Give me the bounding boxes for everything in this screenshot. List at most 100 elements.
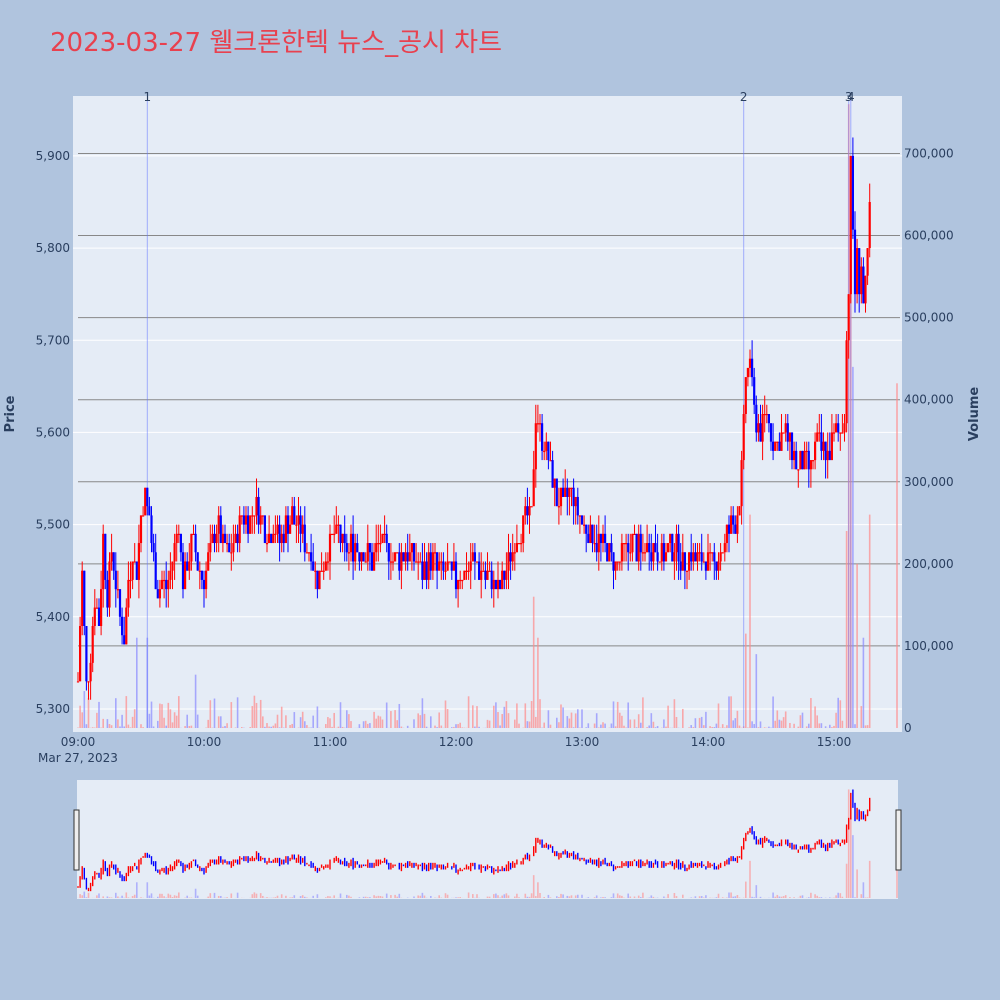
candle-body xyxy=(259,515,262,525)
volume-bar xyxy=(339,702,342,728)
candle-body xyxy=(343,533,346,544)
volume-bar xyxy=(131,716,134,728)
mini-volume-bar xyxy=(327,896,329,898)
mini-volume-bar xyxy=(856,869,858,898)
price-gridlines xyxy=(73,155,902,710)
volume-bar xyxy=(110,725,113,728)
candle-body xyxy=(295,524,298,526)
candle-body xyxy=(694,552,697,562)
volume-bar xyxy=(390,711,392,728)
volume-bar xyxy=(161,704,163,728)
candle-body xyxy=(515,543,518,553)
mini-volume-bar xyxy=(306,897,308,898)
volume-bar xyxy=(196,714,199,728)
volume-bar xyxy=(673,699,676,728)
candle-body xyxy=(618,561,621,563)
candle-body xyxy=(692,552,695,562)
candle-body xyxy=(864,275,867,304)
candle-body xyxy=(702,561,705,563)
volume-bar xyxy=(623,725,625,728)
candle-body xyxy=(473,552,476,562)
candle-body xyxy=(240,515,243,517)
candle-body xyxy=(375,543,378,553)
mini-volume-bar xyxy=(289,897,291,898)
candle-body xyxy=(270,533,273,544)
candle-body xyxy=(793,450,796,461)
mini-volume-bar xyxy=(259,893,262,898)
range-slider-right-handle[interactable] xyxy=(895,809,902,871)
mini-volume-bar xyxy=(839,893,842,898)
mini-volume-bar xyxy=(329,896,331,898)
volume-bar xyxy=(85,724,88,728)
mini-volume-bar xyxy=(850,818,852,898)
candle-body xyxy=(811,460,815,462)
volume-bar xyxy=(837,697,839,728)
candle-body xyxy=(564,487,567,497)
volume-bar xyxy=(419,715,422,728)
mini-volume-bar xyxy=(547,894,550,898)
candle-body xyxy=(818,432,821,434)
volume-bar xyxy=(530,701,533,728)
volume-bar xyxy=(241,727,243,728)
mini-volume-bar xyxy=(868,860,871,898)
volume-bar xyxy=(430,716,432,728)
mini-volume-bar xyxy=(801,895,804,898)
volume-bar xyxy=(692,727,695,728)
mini-volume-bar xyxy=(194,888,197,898)
volume-bar xyxy=(270,726,272,728)
mini-volume-bar xyxy=(150,893,153,898)
mini-volume-bar xyxy=(217,895,220,898)
mini-volume-bar xyxy=(85,897,88,898)
mini-volume-bar xyxy=(81,895,83,898)
volume-bar xyxy=(117,719,119,728)
candle-body xyxy=(459,579,462,582)
candle-body xyxy=(213,533,216,544)
volume-bar xyxy=(497,712,499,728)
candle-body xyxy=(165,579,168,590)
mini-volume-bar xyxy=(505,893,508,898)
mini-volume-bar xyxy=(213,892,216,898)
volume-bar xyxy=(539,699,541,728)
candle-body xyxy=(690,552,693,562)
volume-bar xyxy=(129,727,132,728)
volume-bar xyxy=(178,696,180,728)
volume-bar xyxy=(753,724,755,728)
candle-body xyxy=(832,432,836,434)
volume-bar xyxy=(598,727,600,728)
mini-volume-bar xyxy=(734,896,737,898)
candle-body xyxy=(566,487,569,497)
candle-body xyxy=(228,543,231,553)
candle-body xyxy=(698,552,701,554)
volume-bar xyxy=(648,725,650,728)
candle-body xyxy=(532,469,535,507)
candle-body xyxy=(198,570,201,572)
candle-body xyxy=(196,552,199,571)
mini-volume-bar xyxy=(493,894,495,898)
candle-body xyxy=(247,515,250,534)
candle-body xyxy=(362,552,365,562)
candle-body xyxy=(612,552,615,571)
volume-bar xyxy=(864,725,867,728)
volume-bar xyxy=(730,696,732,728)
range-slider[interactable] xyxy=(77,780,898,899)
candle-body xyxy=(454,561,458,590)
mini-volume-bar xyxy=(866,897,869,898)
candle-body xyxy=(790,432,794,461)
range-slider-left-handle[interactable] xyxy=(73,809,80,871)
mini-volume-bar xyxy=(621,895,623,898)
volume-bar xyxy=(417,713,419,728)
candle-body xyxy=(862,266,865,304)
volume-bar xyxy=(772,696,774,728)
candle-body xyxy=(366,543,369,562)
volume-bar xyxy=(446,709,449,728)
mini-volume-bar xyxy=(503,894,506,898)
volume-bar xyxy=(327,717,329,728)
volume-bar xyxy=(325,724,327,728)
mini-volume-bar xyxy=(161,893,163,898)
mini-volume-bar xyxy=(604,897,606,898)
chart-title: 2023-03-27 웰크론한텍 뉴스_공시 차트 xyxy=(50,28,503,58)
candle-body xyxy=(786,423,789,442)
candle-body xyxy=(352,533,355,562)
mini-volume-bar xyxy=(486,896,489,898)
candle-body xyxy=(541,423,544,451)
